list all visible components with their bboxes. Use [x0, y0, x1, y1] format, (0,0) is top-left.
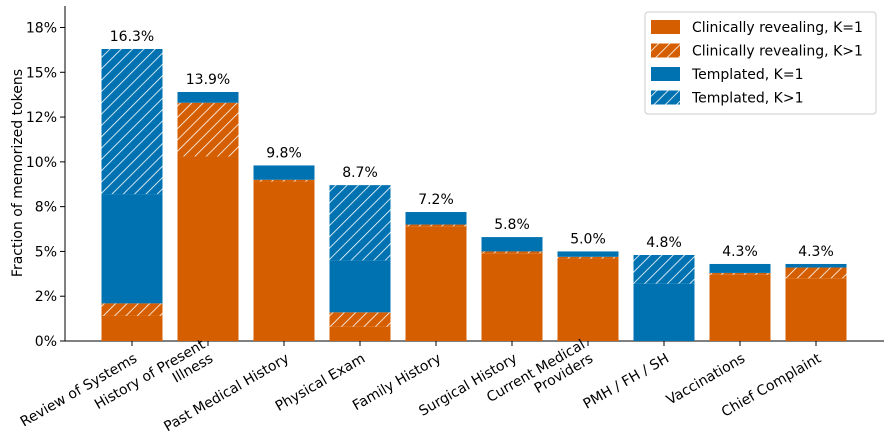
legend-label: Templated, K=1 [691, 67, 804, 83]
bar-hatch [101, 48, 163, 195]
bar-segment [329, 260, 391, 313]
bar-segment [177, 91, 239, 103]
total-label: 4.3% [798, 244, 834, 260]
bar-hatch [101, 303, 163, 316]
bar-hatch [177, 102, 239, 157]
legend-swatch [651, 67, 680, 81]
bar-segment [785, 278, 847, 341]
y-tick-label: 2% [35, 289, 57, 305]
total-label: 9.8% [266, 145, 302, 161]
total-label: 4.8% [646, 235, 682, 251]
y-tick-label: 8% [35, 200, 57, 216]
total-label: 5.0% [570, 231, 606, 247]
legend-hatch [651, 90, 680, 105]
bar-segment [177, 156, 239, 341]
bar-segment [101, 315, 163, 341]
total-label: 4.3% [722, 244, 758, 260]
legend-label: Clinically revealing, K=1 [692, 20, 863, 36]
bar-segment [481, 253, 543, 341]
y-tick-label: 5% [35, 244, 57, 260]
bar-segment [405, 212, 467, 225]
y-tick-label: 10% [26, 155, 57, 171]
total-label: 13.9% [186, 72, 230, 88]
bar-segment [633, 283, 695, 341]
total-label: 16.3% [110, 29, 154, 45]
bar-segment [101, 194, 163, 304]
bar-hatch [329, 312, 391, 327]
total-label: 8.7% [342, 165, 378, 181]
total-label: 7.2% [418, 192, 454, 208]
bar-segment [481, 237, 543, 252]
bar-hatch [481, 251, 543, 254]
y-tick-label: 18% [26, 20, 57, 36]
bar-hatch [329, 185, 391, 261]
y-tick-label: 0% [35, 334, 57, 350]
bar-hatch [405, 224, 467, 227]
y-axis-label: Fraction of memorized tokens [10, 69, 26, 277]
bar-segment [329, 326, 391, 341]
bar-segment [253, 165, 315, 180]
bar-hatch [709, 272, 771, 275]
bar-segment [557, 258, 619, 341]
bar-segment [709, 274, 771, 341]
x-tick-label: Current MedicalProviders [484, 337, 596, 420]
bar-segment [557, 251, 619, 257]
total-label: 5.8% [494, 217, 530, 233]
legend-hatch [651, 43, 680, 58]
y-tick-label: 15% [26, 65, 57, 81]
legend-box [644, 11, 877, 115]
bar-segment [405, 226, 467, 341]
bar-hatch [253, 179, 315, 182]
bar-segment [709, 263, 771, 273]
x-tick-label: PMH / FH / SH [581, 351, 672, 413]
legend-label: Templated, K>1 [691, 91, 804, 107]
bar-segment [785, 263, 847, 268]
bar-hatch [633, 255, 695, 284]
bar-segment [253, 181, 315, 341]
legend-swatch [651, 20, 680, 34]
legend-label: Clinically revealing, K>1 [692, 44, 863, 60]
y-tick-label: 12% [26, 110, 57, 126]
bar-hatch [785, 267, 847, 279]
bar-hatch [557, 256, 619, 259]
